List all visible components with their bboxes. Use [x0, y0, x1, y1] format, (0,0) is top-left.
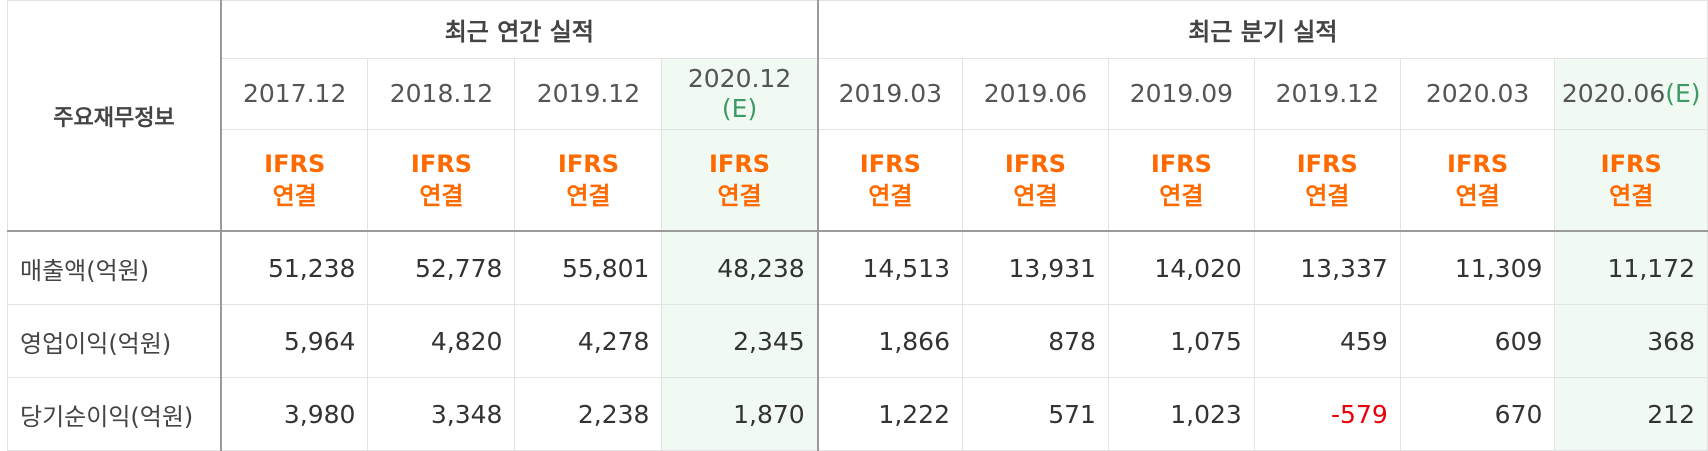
period-header: 2017.12	[220, 58, 369, 130]
table-cell: 670	[1399, 377, 1556, 451]
ifrs-label: IFRS	[264, 150, 326, 178]
table-cell: 1,870	[661, 377, 819, 451]
table-cell: 14,513	[817, 230, 963, 305]
period-label: 2019.09	[1129, 79, 1234, 108]
financial-summary-table: 주요재무정보 최근 연간 실적 최근 분기 실적 2017.12 2018.12 2…	[6, 0, 1708, 451]
ifrs-label: IFRS	[1447, 150, 1509, 178]
table-cell: 878	[962, 304, 1109, 378]
period-label: 2020.12	[687, 64, 792, 93]
period-label: 2019.03	[838, 79, 943, 108]
accounting-standard: IFRS 연결	[220, 129, 369, 232]
accounting-standard: IFRS 연결	[514, 129, 663, 232]
ifrs-label: IFRS	[1150, 150, 1212, 178]
ifrs-label: IFRS	[1296, 150, 1358, 178]
period-header: 2019.09	[1107, 58, 1255, 130]
accounting-standard: IFRS 연결	[1399, 129, 1556, 232]
estimate-marker: (E)	[721, 94, 758, 123]
period-label: 2018.12	[389, 79, 494, 108]
table-cell: 459	[1253, 304, 1401, 378]
table-cell: 13,337	[1253, 230, 1401, 305]
accounting-standard: IFRS 연결	[817, 129, 963, 232]
ifrs-label: IFRS	[859, 150, 921, 178]
quarterly-results-header: 최근 분기 실적	[817, 0, 1708, 59]
row-label: 매출액(억원)	[6, 230, 222, 305]
accounting-standard: IFRS 연결	[1107, 129, 1255, 232]
table-cell: 1,075	[1107, 304, 1255, 378]
row-header-title: 주요재무정보	[6, 0, 222, 232]
table-cell: 14,020	[1107, 230, 1255, 305]
table-cell: 13,931	[962, 230, 1109, 305]
consolidated-label: 연결	[1455, 182, 1500, 210]
period-label: 2017.12	[242, 79, 347, 108]
table-cell: 48,238	[661, 230, 819, 305]
table-row: 영업이익(억원) 5,964 4,820 4,278 2,345 1,866 878 1,07…	[6, 304, 1708, 378]
row-label: 당기순이익(억원)	[6, 377, 222, 451]
ifrs-label: IFRS	[709, 150, 771, 178]
consolidated-label: 연결	[868, 182, 913, 210]
row-label: 영업이익(억원)	[6, 304, 222, 378]
ifrs-label: IFRS	[410, 150, 472, 178]
table-cell: 4,278	[514, 304, 663, 378]
consolidated-label: 연결	[272, 182, 317, 210]
consolidated-label: 연결	[419, 182, 464, 210]
table-row: 당기순이익(억원) 3,980 3,348 2,238 1,870 1,222 571 1,0…	[6, 377, 1708, 451]
accounting-standard: IFRS 연결	[367, 129, 516, 232]
period-header: 2020.03	[1399, 58, 1556, 130]
consolidated-label: 연결	[1609, 182, 1654, 210]
table-cell: 51,238	[220, 230, 369, 305]
period-header: 2020.06(E)	[1554, 58, 1708, 130]
period-header: 2019.03	[817, 58, 963, 130]
table-cell: 1,023	[1107, 377, 1255, 451]
consolidated-label: 연결	[1159, 182, 1204, 210]
ifrs-label: IFRS	[1600, 150, 1662, 178]
table-cell: 2,345	[661, 304, 819, 378]
table-cell: 368	[1554, 304, 1708, 378]
table-cell: 52,778	[367, 230, 516, 305]
table-cell: 11,172	[1554, 230, 1708, 305]
accounting-standard: IFRS 연결	[1253, 129, 1401, 232]
table-cell: 1,222	[817, 377, 963, 451]
table-cell: 11,309	[1399, 230, 1556, 305]
table-row: 매출액(억원) 51,238 52,778 55,801 48,238 14,513 13,…	[6, 230, 1708, 305]
ifrs-label: IFRS	[557, 150, 619, 178]
period-header: 2019.12	[1253, 58, 1401, 130]
period-label: 2020.06	[1561, 79, 1666, 108]
accounting-standard: IFRS 연결	[962, 129, 1109, 232]
table-cell: 2,238	[514, 377, 663, 451]
period-header: 2019.12	[514, 58, 663, 130]
accounting-standard: IFRS 연결	[661, 129, 819, 232]
estimate-marker: (E)	[1665, 79, 1701, 108]
consolidated-label: 연결	[717, 182, 762, 210]
consolidated-label: 연결	[1305, 182, 1350, 210]
period-label: 2019.12	[1275, 79, 1379, 108]
table-cell: 1,866	[817, 304, 963, 378]
table-cell: 3,980	[220, 377, 369, 451]
period-header: 2020.12 (E)	[661, 58, 819, 130]
table-cell: 55,801	[514, 230, 663, 305]
table-cell: 4,820	[367, 304, 516, 378]
period-label: 2019.12	[536, 79, 641, 108]
annual-results-header: 최근 연간 실적	[220, 0, 819, 59]
table-cell: 212	[1554, 377, 1708, 451]
consolidated-label: 연결	[566, 182, 611, 210]
accounting-standard: IFRS 연결	[1554, 129, 1708, 232]
period-label: 2019.06	[983, 79, 1088, 108]
table-cell: 3,348	[367, 377, 516, 451]
table-cell: -579	[1253, 377, 1401, 451]
table-cell: 609	[1399, 304, 1556, 378]
period-header: 2019.06	[962, 58, 1109, 130]
table-cell: 5,964	[220, 304, 369, 378]
consolidated-label: 연결	[1013, 182, 1058, 210]
period-label: 2020.03	[1425, 79, 1530, 108]
table-cell: 571	[962, 377, 1109, 451]
period-header: 2018.12	[367, 58, 516, 130]
ifrs-label: IFRS	[1004, 150, 1066, 178]
